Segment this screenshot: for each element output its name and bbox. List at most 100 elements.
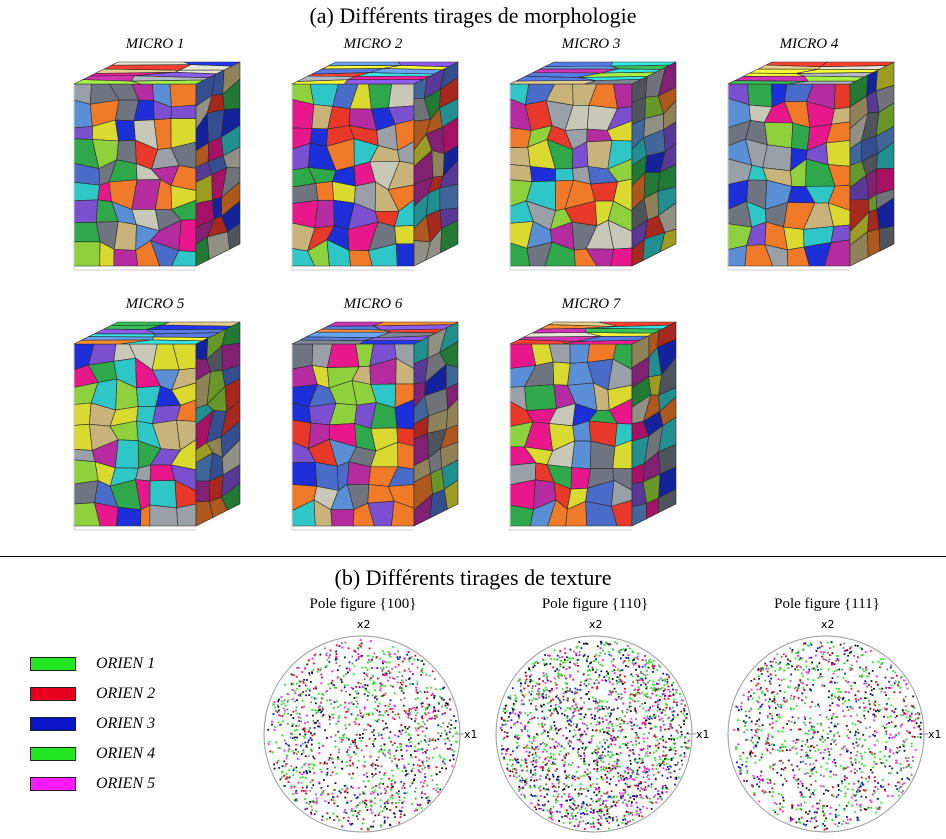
- pole-dot: [800, 755, 802, 758]
- pole-dot: [642, 707, 645, 710]
- pole-dot: [358, 709, 361, 712]
- pole-dot: [794, 657, 797, 660]
- pole-dot: [584, 771, 587, 773]
- pole-dot: [824, 749, 826, 751]
- pole-dot: [579, 783, 582, 785]
- pole-dot: [507, 769, 509, 772]
- grain-top-face: [734, 75, 809, 82]
- pole-dot: [879, 758, 881, 761]
- pole-dot: [394, 816, 396, 818]
- pole-dot: [661, 786, 664, 789]
- pole-dot: [746, 771, 748, 774]
- pole-dot: [566, 737, 568, 739]
- pole-dot: [637, 675, 639, 678]
- pole-dot: [740, 708, 743, 711]
- pole-dot: [787, 667, 789, 669]
- pole-dot: [519, 689, 522, 692]
- pole-dot: [657, 699, 659, 702]
- pole-dot: [298, 713, 301, 715]
- pole-dot: [420, 702, 423, 705]
- pole-dot: [568, 740, 571, 742]
- pole-dot: [320, 792, 323, 795]
- pole-dot: [437, 738, 440, 741]
- pole-dot: [278, 767, 281, 769]
- pole-dot: [567, 763, 570, 766]
- pole-dot: [832, 795, 835, 797]
- pole-dot: [567, 743, 570, 745]
- pole-dot: [306, 784, 309, 787]
- pole-dot: [663, 697, 666, 700]
- pole-dot: [277, 721, 280, 724]
- pole-dot: [305, 770, 308, 772]
- pole-dot: [501, 723, 504, 726]
- grain-front-face: [368, 83, 393, 110]
- pole-dot: [628, 696, 631, 699]
- pole-dot: [891, 736, 894, 739]
- pole-dot: [669, 723, 671, 725]
- pole-dot: [674, 746, 676, 749]
- pole-dot: [516, 758, 519, 761]
- pole-dot: [813, 746, 815, 749]
- pole-dot: [383, 743, 386, 746]
- pole-dot: [659, 666, 662, 668]
- pole-dot: [569, 730, 571, 733]
- pole-dot: [656, 669, 659, 671]
- pole-dot: [616, 676, 619, 678]
- pole-dot: [578, 793, 581, 795]
- pole-dot: [562, 734, 564, 737]
- pole-dot: [617, 729, 620, 732]
- pole-dot: [499, 727, 502, 730]
- pole-dot: [568, 774, 571, 776]
- pole-dot: [537, 683, 540, 686]
- pole-dot: [647, 696, 649, 698]
- pole-dot: [535, 746, 537, 749]
- pole-dot: [620, 657, 622, 660]
- pole-dot: [769, 712, 771, 715]
- pole-dot: [529, 680, 531, 683]
- pole-dot: [583, 828, 586, 830]
- pole-dot: [771, 748, 774, 751]
- pole-dot: [351, 822, 354, 825]
- pole-dot: [278, 724, 281, 726]
- pole-dot: [620, 680, 623, 683]
- pole-dot: [745, 720, 748, 723]
- pole-dot: [375, 657, 378, 659]
- pole-dot: [336, 657, 338, 660]
- pole-dot: [557, 675, 560, 678]
- pole-dot: [325, 774, 328, 777]
- pole-dot: [319, 653, 322, 656]
- pole-dot: [600, 776, 603, 778]
- pole-dot: [399, 681, 402, 684]
- pole-dot: [834, 823, 837, 826]
- pole-dot: [644, 694, 647, 697]
- pole-dot: [661, 687, 663, 689]
- pole-dot: [318, 752, 321, 754]
- pole-dot: [809, 745, 812, 748]
- pole-dot: [901, 778, 903, 780]
- pole-dot: [526, 714, 529, 717]
- pole-dot: [600, 768, 603, 771]
- pole-dot: [855, 754, 858, 757]
- pole-dot: [645, 768, 648, 770]
- pole-dot: [440, 697, 443, 700]
- pole-dot: [544, 723, 546, 726]
- pole-dot: [602, 768, 605, 770]
- pole-dot: [653, 735, 655, 738]
- pole-dot: [664, 678, 667, 681]
- pole-dot: [509, 759, 511, 761]
- pole-dot: [656, 704, 659, 707]
- pole-dot: [391, 802, 393, 805]
- pole-dot: [622, 661, 625, 664]
- pole-dot: [663, 683, 666, 686]
- pole-dot: [335, 644, 338, 647]
- pole-dot: [611, 805, 614, 808]
- pole-dot: [605, 680, 608, 682]
- pole-dot: [523, 687, 526, 690]
- pole-dot: [317, 725, 319, 728]
- pole-dot: [306, 663, 309, 666]
- pole-dot: [286, 708, 289, 711]
- pole-dot: [592, 809, 595, 812]
- grain-top-face: [183, 61, 241, 67]
- pole-dot: [736, 706, 739, 709]
- pole-dot: [553, 658, 556, 661]
